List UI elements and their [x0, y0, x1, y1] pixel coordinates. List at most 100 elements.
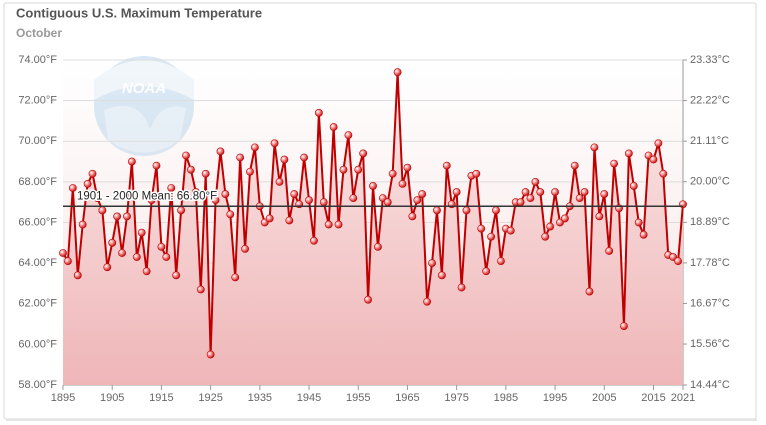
data-point — [629, 182, 638, 190]
data-point — [98, 206, 107, 215]
y2-tick-label: 23.33°C — [690, 54, 730, 66]
data-point — [64, 257, 72, 265]
data-point — [78, 220, 87, 229]
data-point — [113, 212, 122, 221]
data-point — [482, 267, 491, 276]
data-point — [408, 212, 417, 221]
data-point — [546, 222, 555, 231]
data-point — [339, 165, 348, 174]
data-point — [88, 169, 97, 178]
data-point — [600, 190, 609, 198]
data-point — [246, 167, 254, 176]
data-point — [477, 224, 486, 233]
data-point — [551, 188, 559, 196]
data-point — [472, 169, 481, 178]
data-point — [437, 271, 446, 280]
data-point — [127, 157, 136, 166]
data-point — [374, 242, 382, 251]
x-tick-label: 2015 — [641, 392, 665, 404]
data-point — [187, 165, 195, 174]
y-tick-label: 68.00°F — [18, 176, 57, 188]
data-point — [118, 249, 126, 257]
x-tick-label: 1915 — [149, 392, 173, 404]
data-point — [152, 161, 161, 170]
data-point — [492, 206, 500, 215]
y2-tick-label: 16.67°C — [690, 297, 730, 309]
x-tick-label: 1955 — [346, 392, 370, 404]
data-point — [280, 155, 289, 164]
y2-tick-label: 22.22°C — [690, 94, 730, 106]
data-point — [93, 194, 102, 203]
data-point — [344, 131, 353, 140]
data-point — [123, 212, 131, 221]
data-point — [418, 190, 427, 198]
data-point — [659, 169, 668, 178]
data-point — [329, 123, 338, 131]
data-point — [624, 149, 633, 158]
y2-tick-label: 21.11°C — [690, 135, 729, 147]
x-tick-label: 1945 — [297, 392, 321, 404]
data-point — [610, 159, 619, 168]
data-point — [349, 194, 358, 203]
data-point — [364, 295, 372, 304]
data-point — [324, 220, 333, 229]
data-point — [334, 220, 343, 229]
y-tick-label: 70.00°F — [18, 135, 57, 147]
chart-title: Contiguous U.S. Maximum Temperature — [16, 5, 262, 20]
data-point — [585, 287, 594, 296]
data-point — [172, 271, 181, 280]
x-tick-label: 2005 — [592, 392, 616, 404]
y2-tick-label: 18.89°C — [690, 216, 730, 228]
data-point — [206, 350, 215, 359]
data-point — [132, 253, 141, 261]
data-point — [305, 196, 313, 205]
data-point — [216, 147, 225, 156]
data-point — [290, 190, 299, 198]
data-point — [423, 297, 432, 306]
data-point — [275, 177, 284, 186]
y-tick-label: 66.00°F — [18, 216, 57, 228]
data-point — [383, 198, 392, 207]
data-point — [570, 161, 579, 170]
x-tick-label: 1995 — [543, 392, 567, 404]
data-point — [270, 139, 279, 148]
data-point — [162, 253, 171, 261]
data-point — [147, 196, 156, 205]
data-point — [442, 161, 451, 170]
data-point — [620, 322, 628, 330]
data-point — [142, 267, 151, 276]
x-tick-label: 1975 — [444, 392, 468, 404]
data-point — [413, 196, 422, 205]
data-point — [103, 263, 112, 272]
data-point — [73, 271, 82, 280]
data-point — [605, 247, 614, 255]
data-point — [236, 153, 245, 162]
data-point — [516, 198, 525, 207]
data-point — [83, 180, 92, 188]
x-tick-label: 1905 — [100, 392, 124, 404]
data-point — [506, 226, 515, 235]
data-point — [369, 182, 377, 190]
data-point — [487, 232, 495, 241]
y-tick-label: 72.00°F — [18, 95, 57, 107]
data-point — [590, 143, 599, 152]
y2-tick-label: 14.44°C — [690, 379, 730, 391]
x-tick-label: 1935 — [248, 392, 272, 404]
data-point — [285, 216, 294, 225]
data-point — [68, 184, 77, 192]
x-tick-label: 1965 — [395, 392, 419, 404]
data-point — [251, 143, 259, 152]
data-point — [201, 169, 210, 178]
data-point — [654, 139, 663, 148]
x-tick-label: 1895 — [51, 392, 75, 404]
data-point — [561, 214, 569, 223]
data-point — [595, 212, 604, 221]
data-point — [541, 232, 550, 241]
data-point — [462, 206, 471, 215]
data-point — [300, 153, 309, 162]
data-point — [639, 230, 648, 239]
data-point — [575, 194, 584, 203]
series-area — [63, 72, 683, 385]
